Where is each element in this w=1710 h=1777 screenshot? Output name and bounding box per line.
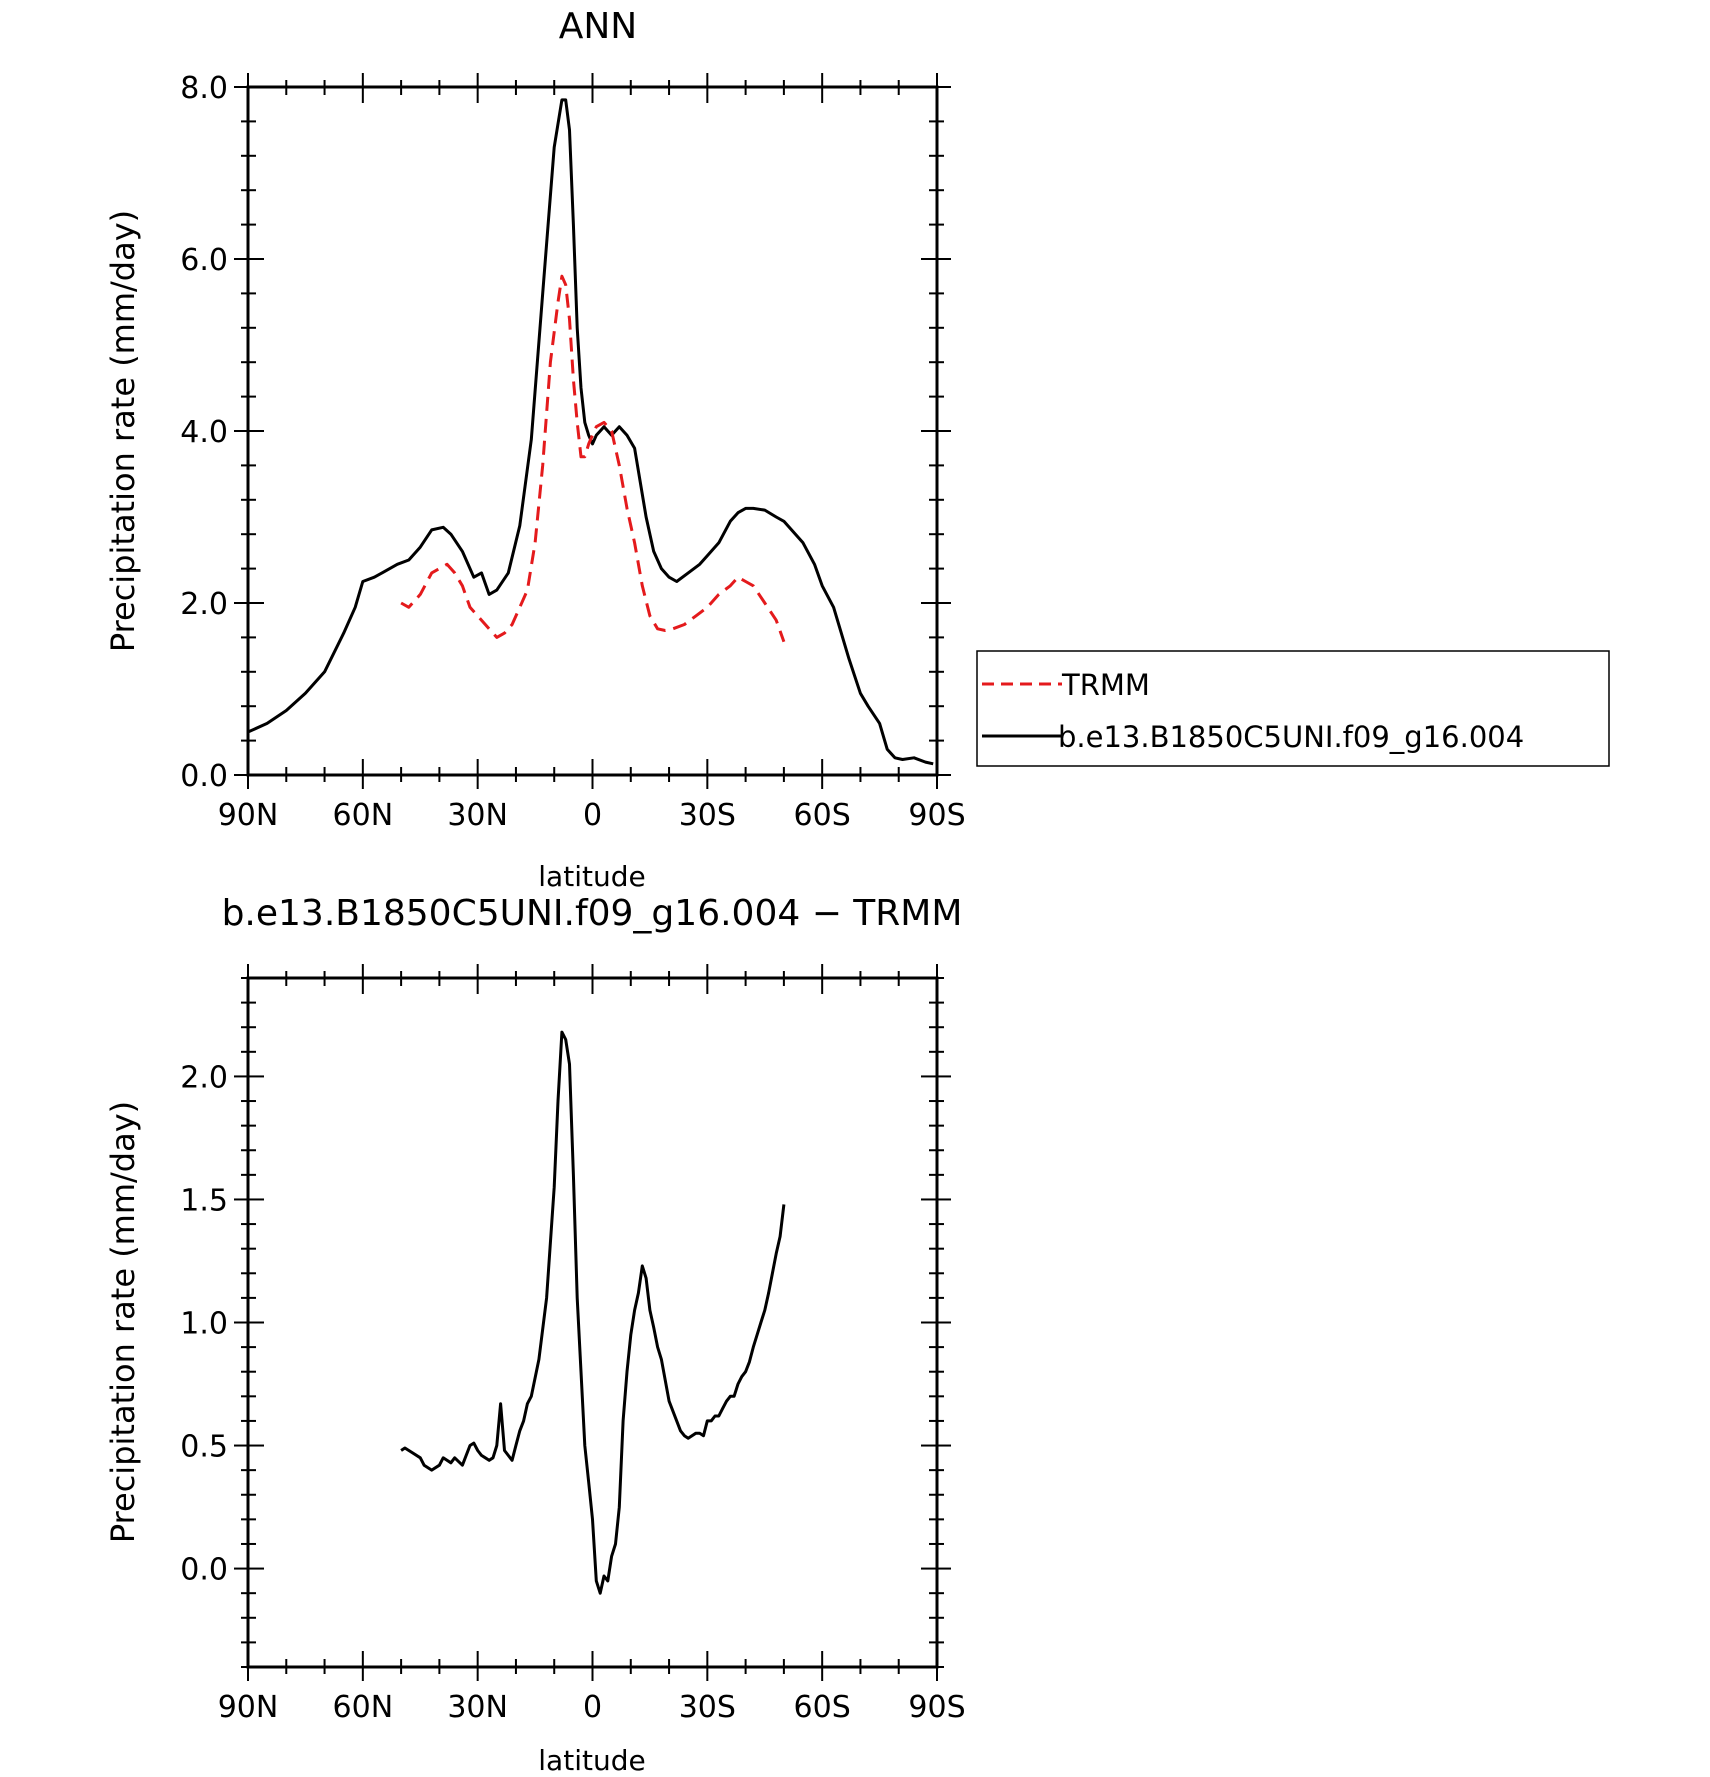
x-tick-label: 60N — [333, 798, 394, 833]
legend: TRMM b.e13.B1850C5UNI.f09_g16.004 — [976, 650, 1610, 767]
y-axis-label: Precipitation rate (mm/day) — [104, 210, 142, 652]
y-tick-label: 2.0 — [180, 1060, 228, 1095]
x-tick-label: 60S — [794, 798, 851, 833]
legend-label-trmm: TRMM — [1061, 668, 1150, 702]
series-line-b-e13-b1850c5uni-f09-g16-004 — [247, 98, 934, 766]
chart-title: ANN — [559, 6, 638, 47]
panel-difference: b.e13.B1850C5UNI.f09_g16.004 − TRMM 0.00… — [104, 893, 966, 1777]
x-tick-label: 0 — [583, 1690, 602, 1725]
y-tick-label: 8.0 — [180, 71, 228, 106]
y-tick-label: 6.0 — [180, 243, 228, 278]
x-tick-label: 90S — [908, 798, 965, 833]
y-tick-labels: 0.0 0.5 1.0 1.5 2.0 — [180, 1060, 228, 1587]
x-tick-label: 90N — [218, 1690, 279, 1725]
tick-marks — [234, 964, 951, 1681]
y-tick-label: 1.0 — [180, 1307, 228, 1342]
series-layer — [400, 1030, 786, 1595]
plot-frame — [246, 976, 939, 1669]
y-tick-label: 2.0 — [180, 587, 228, 622]
x-tick-label: 30N — [447, 1690, 508, 1725]
panel-annual-mean: ANN 0.02.04.06.08.0 90N 60N 30N 0 30S 60S 90S … — [104, 6, 966, 893]
y-tick-label: 1.5 — [180, 1183, 228, 1218]
y-tick-label: 0.0 — [180, 1553, 228, 1588]
x-tick-label: 30N — [447, 798, 508, 833]
x-tick-label: 90N — [218, 798, 279, 833]
x-tick-label: 30S — [679, 798, 736, 833]
y-axis-label: Precipitation rate (mm/day) — [104, 1101, 142, 1543]
x-tick-labels: 90N 60N 30N 0 30S 60S 90S — [218, 798, 966, 833]
x-tick-labels: 90N 60N 30N 0 30S 60S 90S — [218, 1690, 966, 1725]
x-tick-label: 60N — [333, 1690, 394, 1725]
chart-title: b.e13.B1850C5UNI.f09_g16.004 − TRMM — [222, 893, 963, 934]
x-axis-label: latitude — [538, 1744, 645, 1777]
y-tick-label: 0.0 — [180, 759, 228, 794]
x-tick-label: 0 — [583, 798, 602, 833]
legend-label-model: b.e13.B1850C5UNI.f09_g16.004 — [1058, 720, 1524, 754]
y-tick-label: 0.5 — [180, 1430, 228, 1465]
series-line-trmm — [400, 274, 786, 643]
y-tick-label: 4.0 — [180, 415, 228, 450]
x-axis-label: latitude — [538, 860, 645, 893]
x-tick-label: 60S — [794, 1690, 851, 1725]
legend-box — [976, 650, 1610, 767]
series-line-diff-0 — [400, 1030, 786, 1595]
series-layer — [247, 98, 934, 766]
tick-marks — [234, 73, 951, 789]
x-tick-label: 90S — [908, 1690, 965, 1725]
plot-frame — [246, 85, 939, 777]
y-tick-labels: 0.0 2.0 4.0 6.0 8.0 — [180, 71, 228, 794]
x-tick-label: 30S — [679, 1690, 736, 1725]
